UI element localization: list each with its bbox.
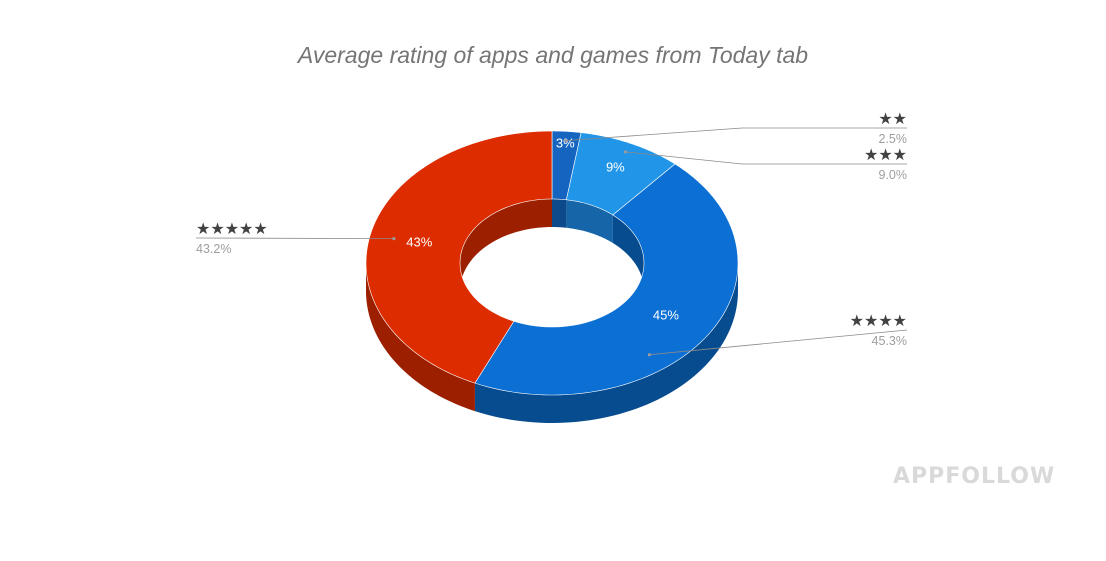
slice-3: [474, 163, 739, 396]
legend-value-3: 45.3%: [872, 334, 907, 348]
legend-stars-2: ★★★: [864, 145, 907, 164]
inner-wall-4-1: [460, 199, 552, 291]
legend-stars-3: ★★★★: [850, 311, 907, 330]
leader-line-2: [625, 151, 907, 165]
slice-1: [551, 130, 582, 201]
legend-stars-1: ★★: [878, 109, 907, 128]
legend-value-1: 2.5%: [879, 132, 908, 146]
outer-wall-4: [366, 263, 475, 412]
leader-line-3: [649, 329, 908, 356]
slice-label-2: 9%: [606, 159, 625, 174]
appfollow-watermark: APPFOLLOW: [893, 464, 1056, 489]
legend-stars-4: ★★★★★: [196, 219, 268, 238]
leader-line-1: [565, 127, 907, 142]
slice-4: [365, 130, 553, 384]
outer-wall-3: [474, 263, 738, 423]
slice-label-3: 45%: [653, 307, 679, 322]
leader-line-4: [195, 237, 394, 240]
inner-wall-1-0: [552, 199, 567, 228]
legend-value-4: 43.2%: [196, 242, 231, 256]
slice-label-4: 43%: [406, 235, 432, 250]
chart-title: Average rating of apps and games from To…: [297, 42, 809, 68]
slice-label-1: 3%: [556, 135, 575, 150]
inner-wall-3-0: [612, 214, 644, 291]
inner-wall-2-0: [566, 199, 613, 243]
legend-value-2: 9.0%: [879, 168, 908, 182]
